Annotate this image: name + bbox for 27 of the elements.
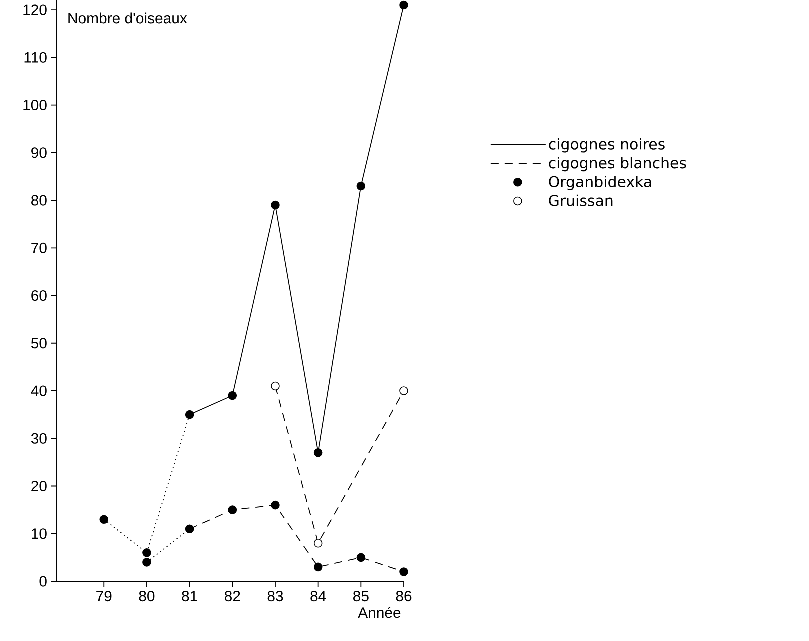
x-tick-label: 86 <box>396 591 412 602</box>
y-tick-label: 70 <box>32 243 47 254</box>
y-axis-title: Nombre d'oiseaux <box>68 12 188 24</box>
y-tick-label: 90 <box>32 148 47 158</box>
y-tick-label: 0 <box>40 576 47 588</box>
y-tick-label: 100 <box>24 100 47 111</box>
y-tick-label: 60 <box>32 290 47 302</box>
legend-label: cigognes blanches <box>549 157 686 172</box>
x-tick-label: 79 <box>96 591 112 602</box>
legend-label: Gruissan <box>549 195 613 207</box>
y-tick-label: 10 <box>32 528 47 540</box>
x-tick-label: 80 <box>139 591 155 602</box>
y-tick-label: 30 <box>31 434 47 444</box>
y-tick-label: 120 <box>24 4 47 16</box>
y-tick-label: 20 <box>32 481 47 492</box>
x-tick-label: 85 <box>354 591 369 602</box>
y-tick-label: 80 <box>32 195 47 206</box>
x-tick-label: 84 <box>310 591 326 602</box>
x-axis-title: Année <box>358 607 401 618</box>
y-tick-label: 110 <box>24 52 47 64</box>
x-tick-label: 83 <box>268 591 284 602</box>
y-tick-label: 40 <box>31 386 47 397</box>
x-tick-label: 82 <box>224 591 240 602</box>
legend-label: cigognes noires <box>549 138 665 154</box>
x-tick-label: 81 <box>182 591 198 602</box>
y-tick-label: 50 <box>31 338 47 349</box>
legend-label: Organbidexka <box>549 176 652 191</box>
